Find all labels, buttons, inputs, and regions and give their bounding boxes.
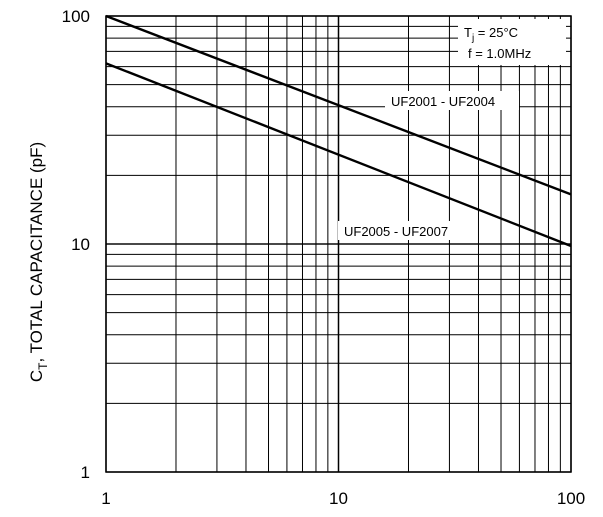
- junction-temperature-note: Tj = 25°C: [464, 25, 518, 44]
- x-tick-label: 100: [557, 489, 585, 508]
- series-label-uf2001-uf2004: UF2001 - UF2004: [391, 94, 495, 109]
- tj-main: T: [464, 25, 472, 40]
- y-tick-label: 100: [62, 7, 90, 26]
- series-labels: UF2001 - UF2004 UF2005 - UF2007: [338, 91, 519, 240]
- series-line-1: [105, 14, 572, 196]
- plot-frame: [105, 15, 572, 473]
- series-layer: [105, 14, 572, 248]
- x-tick-label: 10: [329, 489, 348, 508]
- y-axis-tick-labels: 1 10 100: [62, 7, 90, 482]
- y-tick-label: 10: [71, 235, 90, 254]
- series-line-2: [105, 62, 572, 248]
- grid: [105, 15, 572, 473]
- y-axis-title-main: C: [27, 370, 46, 382]
- x-tick-label: 1: [101, 489, 110, 508]
- y-axis-title: CT, TOTAL CAPACITANCE (pF): [27, 142, 50, 382]
- tj-sub: j: [471, 33, 474, 44]
- y-axis-title-sub: T: [36, 362, 50, 370]
- tj-rest: = 25°C: [474, 25, 518, 40]
- x-axis-tick-labels: 1 10 100: [101, 489, 585, 508]
- frequency-note: f = 1.0MHz: [468, 46, 531, 61]
- y-axis-title-rest: , TOTAL CAPACITANCE (pF): [27, 142, 46, 363]
- series-label-uf2005-uf2007: UF2005 - UF2007: [344, 224, 448, 239]
- conditions-box: Tj = 25°C f = 1.0MHz: [458, 19, 566, 65]
- y-tick-label: 1: [81, 463, 90, 482]
